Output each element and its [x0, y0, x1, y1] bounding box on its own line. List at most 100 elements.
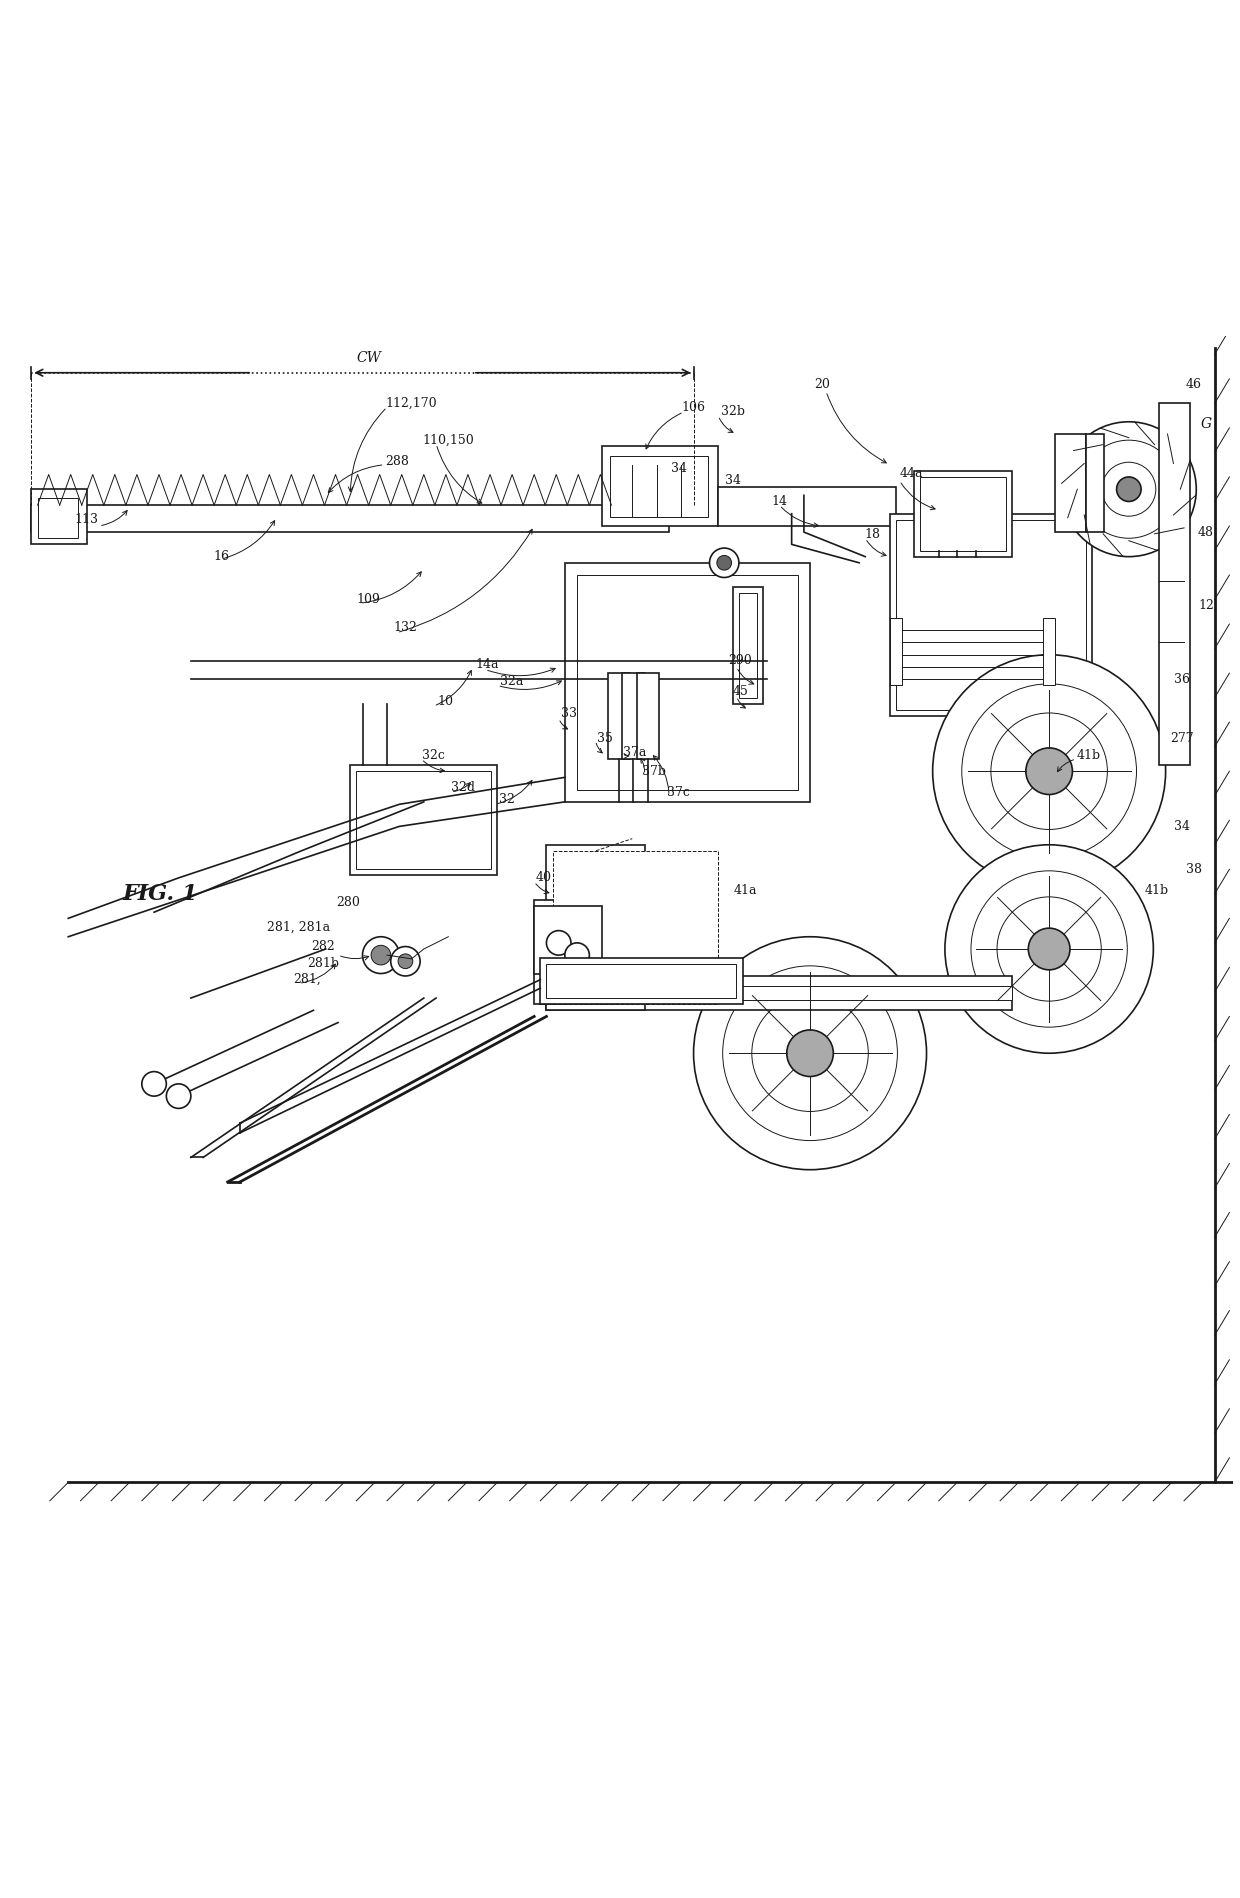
Bar	[622, 674, 645, 759]
Circle shape	[1102, 463, 1156, 516]
Text: 32d: 32d	[451, 780, 475, 793]
Bar	[733, 586, 764, 704]
Text: 18: 18	[864, 528, 880, 541]
Bar	[1086, 435, 1105, 531]
Circle shape	[398, 955, 413, 968]
Text: 34: 34	[1173, 820, 1189, 833]
Bar	[31, 490, 87, 545]
Text: 288: 288	[384, 454, 409, 467]
Circle shape	[717, 556, 732, 569]
Circle shape	[723, 966, 898, 1141]
Bar	[31, 505, 670, 531]
Bar	[610, 456, 708, 518]
Text: 112,170: 112,170	[386, 397, 438, 410]
Bar	[895, 520, 1086, 710]
Circle shape	[141, 1072, 166, 1097]
Bar	[718, 486, 895, 526]
Circle shape	[1061, 421, 1197, 556]
Text: 40: 40	[536, 871, 552, 884]
Bar	[356, 771, 491, 869]
Circle shape	[693, 938, 926, 1169]
Text: 14a: 14a	[476, 659, 500, 672]
Circle shape	[371, 945, 391, 964]
Text: 32c: 32c	[422, 750, 445, 761]
Circle shape	[362, 938, 399, 974]
Text: 14: 14	[771, 495, 787, 509]
Circle shape	[1028, 928, 1070, 970]
Text: 41b: 41b	[1145, 884, 1169, 896]
Text: 282: 282	[311, 940, 335, 953]
Bar	[37, 497, 78, 539]
Text: 110,150: 110,150	[423, 433, 474, 446]
Text: 38: 38	[1185, 864, 1202, 875]
Text: 32: 32	[500, 793, 515, 807]
Text: 34: 34	[725, 474, 740, 488]
Text: 281, 281a: 281, 281a	[267, 921, 330, 934]
Text: 46: 46	[1185, 378, 1202, 391]
Circle shape	[991, 714, 1107, 829]
Circle shape	[932, 655, 1166, 888]
Bar	[534, 900, 614, 1004]
Bar	[914, 471, 1012, 556]
Text: 132: 132	[393, 621, 418, 634]
Text: G: G	[1200, 418, 1211, 431]
Text: 36: 36	[1173, 672, 1189, 685]
Text: 280: 280	[336, 896, 360, 909]
Bar	[890, 619, 901, 685]
Circle shape	[1116, 476, 1141, 501]
Circle shape	[166, 1084, 191, 1108]
Bar	[1043, 619, 1055, 685]
Text: 12: 12	[1198, 600, 1214, 613]
Text: 277: 277	[1169, 731, 1193, 744]
Text: 32b: 32b	[720, 406, 745, 418]
Bar	[553, 850, 718, 1004]
Circle shape	[391, 947, 420, 976]
Text: 34: 34	[671, 461, 687, 474]
Bar	[547, 964, 737, 998]
Circle shape	[962, 683, 1137, 858]
Bar	[601, 446, 718, 526]
Bar	[890, 514, 1092, 716]
Bar	[547, 985, 1012, 1000]
Text: 106: 106	[682, 400, 706, 414]
Bar	[1055, 435, 1086, 531]
Circle shape	[547, 930, 570, 955]
Text: 281b: 281b	[308, 957, 340, 970]
Circle shape	[786, 1031, 833, 1076]
Bar	[547, 845, 645, 1010]
Text: 35: 35	[598, 731, 614, 744]
Circle shape	[945, 845, 1153, 1053]
Text: CW: CW	[356, 351, 381, 364]
Text: 37a: 37a	[622, 746, 646, 759]
Text: 37b: 37b	[642, 765, 666, 778]
Bar	[739, 594, 758, 698]
Text: 113: 113	[74, 512, 99, 526]
Text: 109: 109	[357, 592, 381, 605]
Text: 10: 10	[438, 695, 454, 708]
Circle shape	[565, 943, 589, 968]
Text: 281,: 281,	[294, 974, 321, 987]
Circle shape	[1025, 748, 1073, 795]
Bar	[1159, 404, 1190, 765]
Text: 16: 16	[213, 550, 229, 564]
Circle shape	[1080, 440, 1178, 539]
Bar	[534, 905, 601, 974]
Bar	[541, 958, 743, 1004]
Circle shape	[997, 898, 1101, 1000]
Text: 290: 290	[728, 655, 751, 668]
Text: FIG. 1: FIG. 1	[123, 883, 198, 905]
Bar	[637, 674, 660, 759]
Text: 32a: 32a	[501, 676, 523, 689]
Text: 37c: 37c	[667, 786, 691, 799]
Text: 41b: 41b	[1076, 750, 1100, 761]
Circle shape	[751, 995, 868, 1112]
Bar	[577, 575, 797, 790]
Bar	[554, 852, 637, 1002]
Bar	[541, 905, 608, 998]
Text: 41a: 41a	[733, 884, 756, 896]
Text: 44a: 44a	[900, 467, 924, 480]
Text: 20: 20	[815, 378, 831, 391]
Bar	[920, 476, 1006, 550]
Text: 48: 48	[1198, 526, 1214, 539]
Text: 45: 45	[733, 685, 748, 698]
